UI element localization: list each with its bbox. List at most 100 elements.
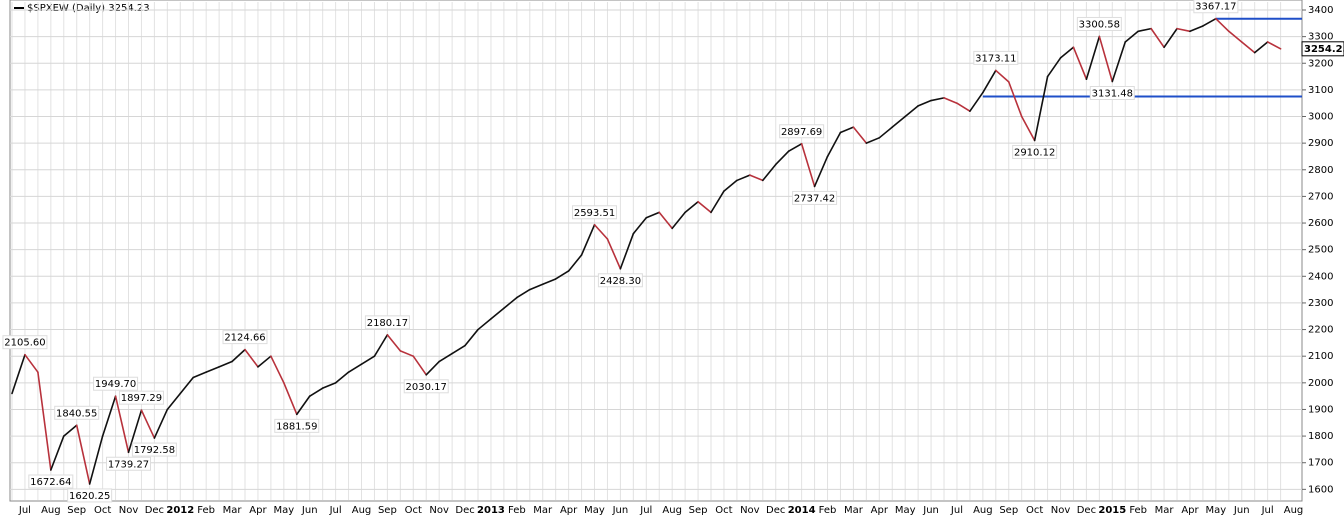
x-tick-label: Aug <box>1284 505 1304 516</box>
annotation-label: 1881.59 <box>276 421 317 432</box>
legend-label: $SPXEW (Daily) 3254.23 <box>27 3 150 14</box>
annotation-box <box>93 376 139 391</box>
y-tick-label: 2100 <box>1308 351 1333 362</box>
price-segment <box>373 334 389 357</box>
annotation-label: 3131.48 <box>1092 88 1133 99</box>
x-tick-label: Apr <box>249 505 267 516</box>
x-tick-label: Sep <box>67 505 86 516</box>
value-annotation: 2180.17 <box>364 315 410 330</box>
price-segment <box>399 350 415 357</box>
annotation-label: 1672.64 <box>30 477 71 488</box>
annotation-label: 2737.42 <box>794 193 835 204</box>
price-segment <box>671 211 686 230</box>
annotation-label: 2030.17 <box>406 382 447 393</box>
y-tick-label: 2500 <box>1308 245 1333 256</box>
price-segment <box>904 105 919 118</box>
x-tick-label: Jul <box>18 505 31 516</box>
annotation-box <box>1012 144 1058 159</box>
value-annotation: 2593.51 <box>572 205 618 220</box>
value-annotation: 1840.55 <box>54 405 100 420</box>
price-segment <box>192 371 207 379</box>
price-segment <box>114 395 130 454</box>
value-annotation: 1739.27 <box>106 456 152 471</box>
price-segment <box>24 353 39 373</box>
annotation-box <box>118 390 164 405</box>
price-segment <box>1202 17 1217 27</box>
x-tick-label: Feb <box>819 505 837 516</box>
annotation-label: 3367.17 <box>1195 2 1236 13</box>
price-segment <box>1253 41 1269 54</box>
price-segment <box>891 115 906 128</box>
annotation-label: 2593.51 <box>574 208 615 219</box>
price-segment <box>140 409 156 439</box>
x-tick-label: Nov <box>1051 505 1071 516</box>
price-segment <box>244 348 259 368</box>
price-segment <box>50 435 65 471</box>
price-segment <box>438 352 453 363</box>
value-annotation: 1620.25 <box>67 488 113 503</box>
price-segment <box>153 408 169 439</box>
x-tick-label: Jul <box>950 505 963 516</box>
price-segment <box>62 424 78 437</box>
x-tick-label: Mar <box>844 505 864 516</box>
price-segment <box>283 382 298 416</box>
price-segment <box>943 97 958 104</box>
y-tick-label: 2400 <box>1308 271 1333 282</box>
x-tick-label: Dec <box>766 505 785 516</box>
price-segment <box>645 211 661 219</box>
value-annotation: 2897.69 <box>779 124 825 139</box>
x-tick-label: Apr <box>871 505 889 516</box>
x-tick-label: Feb <box>197 505 215 516</box>
annotation-label: 1739.27 <box>108 459 149 470</box>
y-tick-label: 2600 <box>1308 218 1333 229</box>
x-tick-label: Jul <box>329 505 342 516</box>
price-segment <box>127 409 143 454</box>
annotation-label: 1897.29 <box>121 393 162 404</box>
annotation-box <box>222 330 268 345</box>
x-tick-label: Sep <box>378 505 397 516</box>
x-tick-label: Mar <box>533 505 553 516</box>
y-tick-label: 2200 <box>1308 325 1333 336</box>
y-tick-label: 2700 <box>1308 191 1333 202</box>
x-tick-label: May <box>584 505 605 516</box>
value-annotation: 3131.48 <box>1089 85 1135 100</box>
value-annotation: 1881.59 <box>274 418 320 433</box>
last-value-label: 3254.23 <box>1304 44 1344 55</box>
price-segment <box>295 395 311 416</box>
x-tick-label: Aug <box>973 505 993 516</box>
price-segment <box>166 392 182 411</box>
price-segment <box>347 363 363 373</box>
annotation-box <box>792 190 838 205</box>
x-tick-label: Jun <box>301 505 318 516</box>
price-segment <box>736 174 751 182</box>
price-segment <box>257 355 272 368</box>
price-segment <box>1176 27 1191 33</box>
annotation-box <box>1193 0 1239 14</box>
x-tick-label: Jun <box>1233 505 1250 516</box>
price-segment <box>580 223 596 256</box>
price-segment <box>1072 46 1088 81</box>
y-tick-label: 1700 <box>1308 458 1333 469</box>
value-annotation: 2124.66 <box>222 330 268 345</box>
annotation-label: 2105.60 <box>4 338 45 349</box>
x-tick-label: Jul <box>639 505 652 516</box>
price-segment <box>179 376 195 395</box>
price-segment <box>464 328 479 347</box>
annotation-box <box>1089 85 1135 100</box>
price-segment <box>774 150 790 166</box>
y-tick-label: 3100 <box>1308 85 1333 96</box>
price-segment <box>826 131 842 158</box>
x-tick-label: Apr <box>560 505 578 516</box>
annotation-box <box>1076 16 1122 31</box>
price-segment <box>619 232 635 270</box>
value-annotation: 1949.70 <box>93 376 139 391</box>
y-tick-label: 2300 <box>1308 298 1333 309</box>
x-tick-label: 2013 <box>477 505 505 516</box>
price-segment <box>231 348 246 363</box>
price-segment <box>852 126 868 144</box>
x-tick-label: Sep <box>689 505 708 516</box>
annotation-box <box>572 205 618 220</box>
price-segment <box>800 142 816 188</box>
last-value-box <box>1301 41 1344 57</box>
price-segment <box>865 137 881 144</box>
